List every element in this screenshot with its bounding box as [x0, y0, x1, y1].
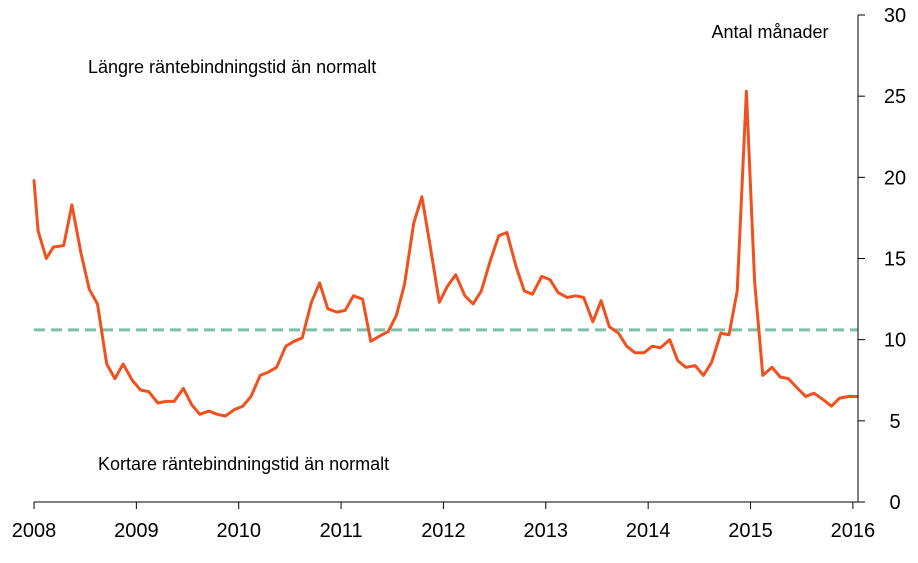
- y-tick-label: 5: [889, 411, 900, 433]
- x-tick-label: 2013: [524, 520, 569, 542]
- annotation-shorter-fixation: Kortare räntebindningstid än normalt: [98, 454, 389, 474]
- y-axis-unit-label: Antal månader: [711, 22, 828, 42]
- x-tick-label: 2016: [831, 520, 876, 542]
- y-axis: 0 5 10 15 20 25 30: [857, 5, 906, 514]
- series-line: [32, 89, 859, 418]
- y-tick-label: 25: [884, 86, 906, 108]
- y-tick-label: 15: [884, 249, 906, 271]
- x-tick-label: 2009: [114, 520, 159, 542]
- plot-area: [32, 89, 859, 418]
- x-tick-label: 2012: [421, 520, 466, 542]
- x-tick-label: 2008: [12, 520, 57, 542]
- x-axis: 2008 2009 2010 2011 2012 2013 2014 2015 2016: [12, 501, 876, 542]
- y-tick-label: 0: [889, 492, 900, 514]
- x-tick-label: 2011: [320, 520, 363, 542]
- x-tick-label: 2010: [216, 520, 261, 542]
- y-tick-label: 20: [884, 167, 906, 189]
- y-tick-label: 10: [884, 330, 906, 352]
- x-tick-label: 2015: [728, 520, 773, 542]
- y-tick-label: 30: [884, 5, 906, 27]
- annotation-longer-fixation: Längre räntebindningstid än normalt: [88, 57, 376, 77]
- x-tick-label: 2014: [626, 520, 671, 542]
